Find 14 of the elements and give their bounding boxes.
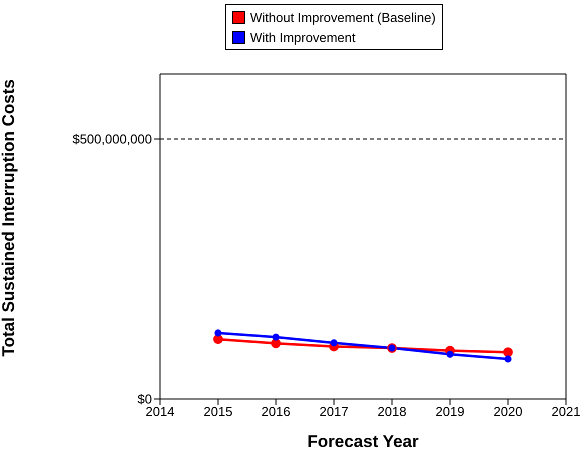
legend-label: Without Improvement (Baseline) (250, 10, 436, 24)
x-tick-label: 2017 (320, 404, 348, 420)
x-tick-label: 2014 (146, 404, 174, 420)
x-tick-label: 2021 (552, 404, 580, 420)
y-tick-label: $500,000,000 (72, 132, 152, 147)
x-tick-label: 2016 (262, 404, 290, 420)
legend-label: With Improvement (250, 30, 356, 44)
y-tick-label: $0 (138, 392, 152, 407)
x-tick-label: 2015 (204, 404, 232, 420)
x-tick-label: 2018 (378, 404, 406, 420)
x-tick-label: 2020 (494, 404, 522, 420)
x-axis-title: Forecast Year (307, 432, 419, 451)
x-tick-label: 2019 (436, 404, 464, 420)
y-axis-title: Total Sustained Interruption Costs (0, 79, 18, 356)
